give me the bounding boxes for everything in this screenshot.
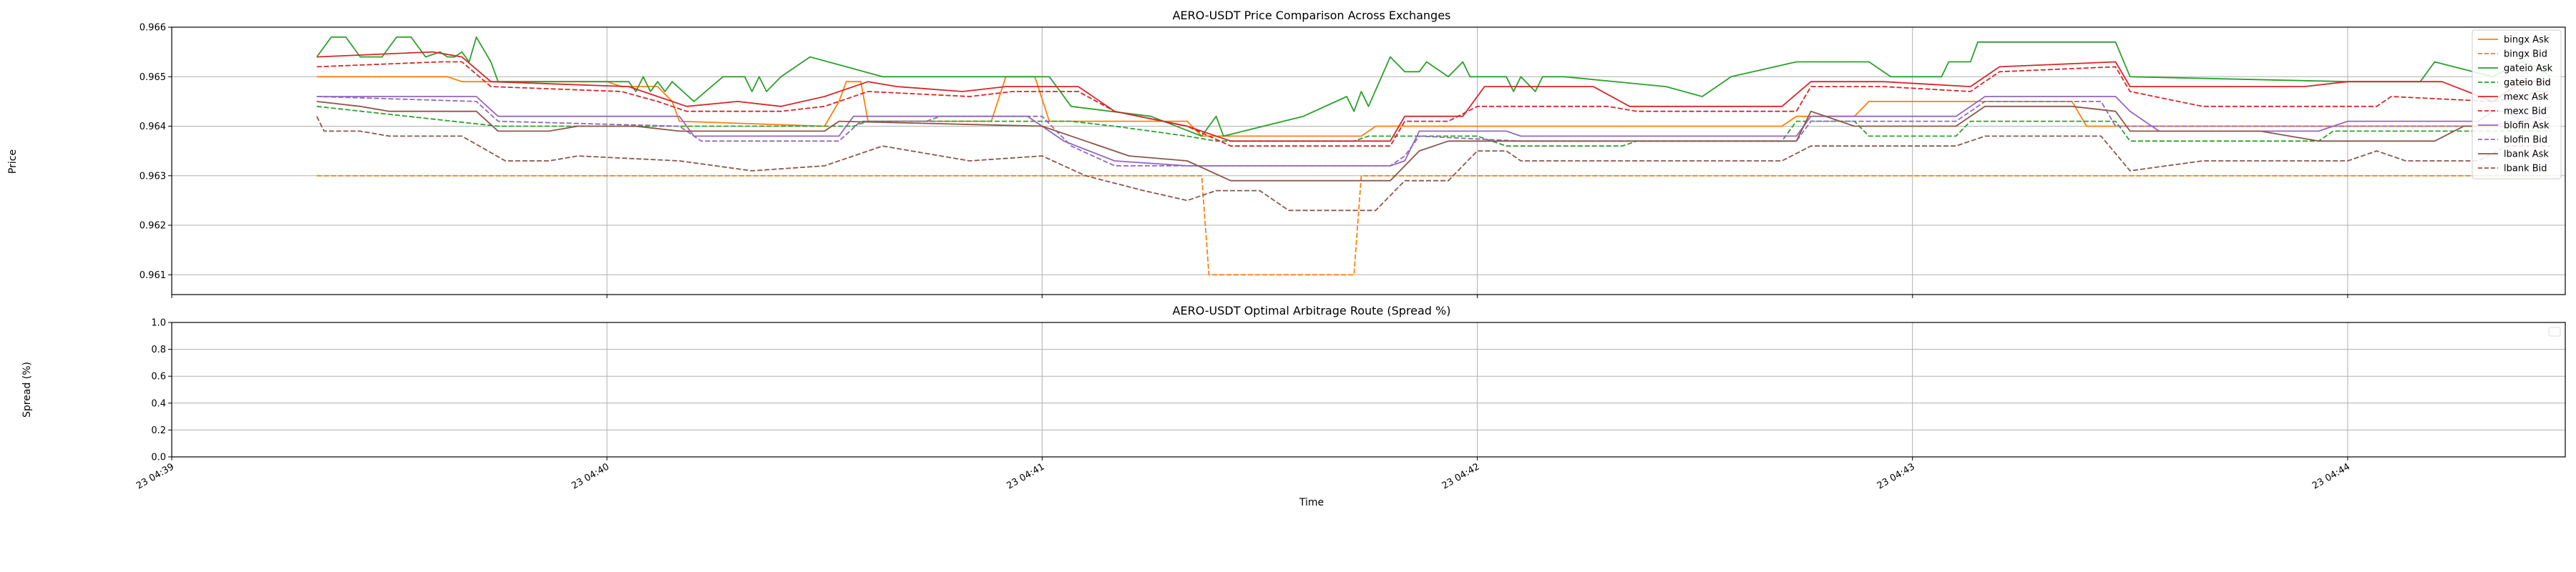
spread-xtick-label: 23 04:42 bbox=[1440, 461, 1482, 491]
series-line-gateio-bid bbox=[316, 105, 2551, 147]
price-chart-title: AERO-USDT Price Comparison Across Exchan… bbox=[1173, 9, 1451, 22]
series-line-lbank-ask bbox=[316, 101, 2551, 182]
price-ytick-label: 0.964 bbox=[140, 122, 166, 132]
series-line-blofin-bid bbox=[316, 96, 2551, 167]
spread-chart-xticks: 23 04:39 23 04:40 23 04:41 23 04:42 23 04:43… bbox=[135, 457, 2352, 492]
spread-chart-title: AERO-USDT Optimal Arbitrage Route (Sprea… bbox=[1173, 304, 1451, 317]
spread-chart-ylabel: Spread (%) bbox=[21, 362, 33, 418]
series-line-mexc-ask bbox=[316, 51, 2551, 142]
spread-chart-yticks: 0.0 0.2 0.4 0.6 0.8 1.0 bbox=[151, 318, 172, 463]
spread-ytick-label: 0.0 bbox=[151, 453, 166, 463]
legend-label: bingx Bid bbox=[2504, 49, 2547, 60]
spread-chart-xlabel: Time bbox=[1299, 497, 1324, 508]
price-chart-series bbox=[316, 36, 2552, 276]
legend-label: lbank Ask bbox=[2504, 149, 2549, 160]
price-chart-frame bbox=[171, 26, 2566, 295]
spread-chart-grid bbox=[171, 322, 2565, 458]
legend-label: lbank Bid bbox=[2504, 164, 2547, 174]
price-ytick-label: 0.962 bbox=[140, 221, 166, 232]
spread-ytick-label: 0.6 bbox=[151, 372, 166, 383]
spread-ytick-label: 1.0 bbox=[151, 318, 166, 329]
price-chart-yticks: 0.961 0.962 0.963 0.964 0.965 0.966 bbox=[140, 23, 2348, 298]
price-ytick-label: 0.966 bbox=[140, 23, 166, 34]
legend-label: blofin Bid bbox=[2504, 135, 2547, 146]
series-line-gateio-ask bbox=[316, 36, 2552, 137]
spread-ytick-label: 0.2 bbox=[151, 425, 166, 436]
series-line-lbank-bid bbox=[316, 116, 2551, 212]
legend-label: mexc Bid bbox=[2504, 107, 2547, 117]
legend-box bbox=[2472, 29, 2562, 179]
price-ytick-label: 0.961 bbox=[140, 270, 166, 281]
legend-label: bingx Ask bbox=[2504, 35, 2550, 46]
legend-label: gateio Ask bbox=[2504, 64, 2553, 74]
legend: bingx Ask bingx Bid gateio Ask gateio Bid me… bbox=[2472, 29, 2562, 179]
price-ytick-label: 0.963 bbox=[140, 171, 166, 182]
series-line-bingx-bid bbox=[316, 174, 2551, 276]
legend-label: blofin Ask bbox=[2504, 121, 2550, 132]
legend-label: gateio Bid bbox=[2504, 78, 2551, 89]
price-chart: AERO-USDT Price Comparison Across Exchan… bbox=[7, 9, 2566, 298]
spread-xtick-label: 23 04:39 bbox=[135, 461, 176, 491]
spread-xtick-label: 23 04:43 bbox=[1875, 461, 1917, 491]
spread-xtick-label: 23 04:40 bbox=[570, 461, 611, 491]
spread-chart-legend-box bbox=[2548, 327, 2561, 337]
spread-ytick-label: 0.8 bbox=[151, 345, 166, 355]
series-line-mexc-bid bbox=[316, 61, 2551, 147]
spread-ytick-label: 0.4 bbox=[151, 398, 166, 409]
spread-chart-frame bbox=[171, 322, 2566, 458]
legend-label: mexc Ask bbox=[2504, 92, 2549, 103]
price-chart-ylabel: Price bbox=[7, 149, 19, 174]
price-ytick-label: 0.965 bbox=[140, 72, 166, 83]
spread-xtick-label: 23 04:41 bbox=[1005, 461, 1047, 491]
spread-xtick-label: 23 04:44 bbox=[2311, 461, 2352, 491]
spread-chart: AERO-USDT Optimal Arbitrage Route (Sprea… bbox=[21, 304, 2566, 508]
